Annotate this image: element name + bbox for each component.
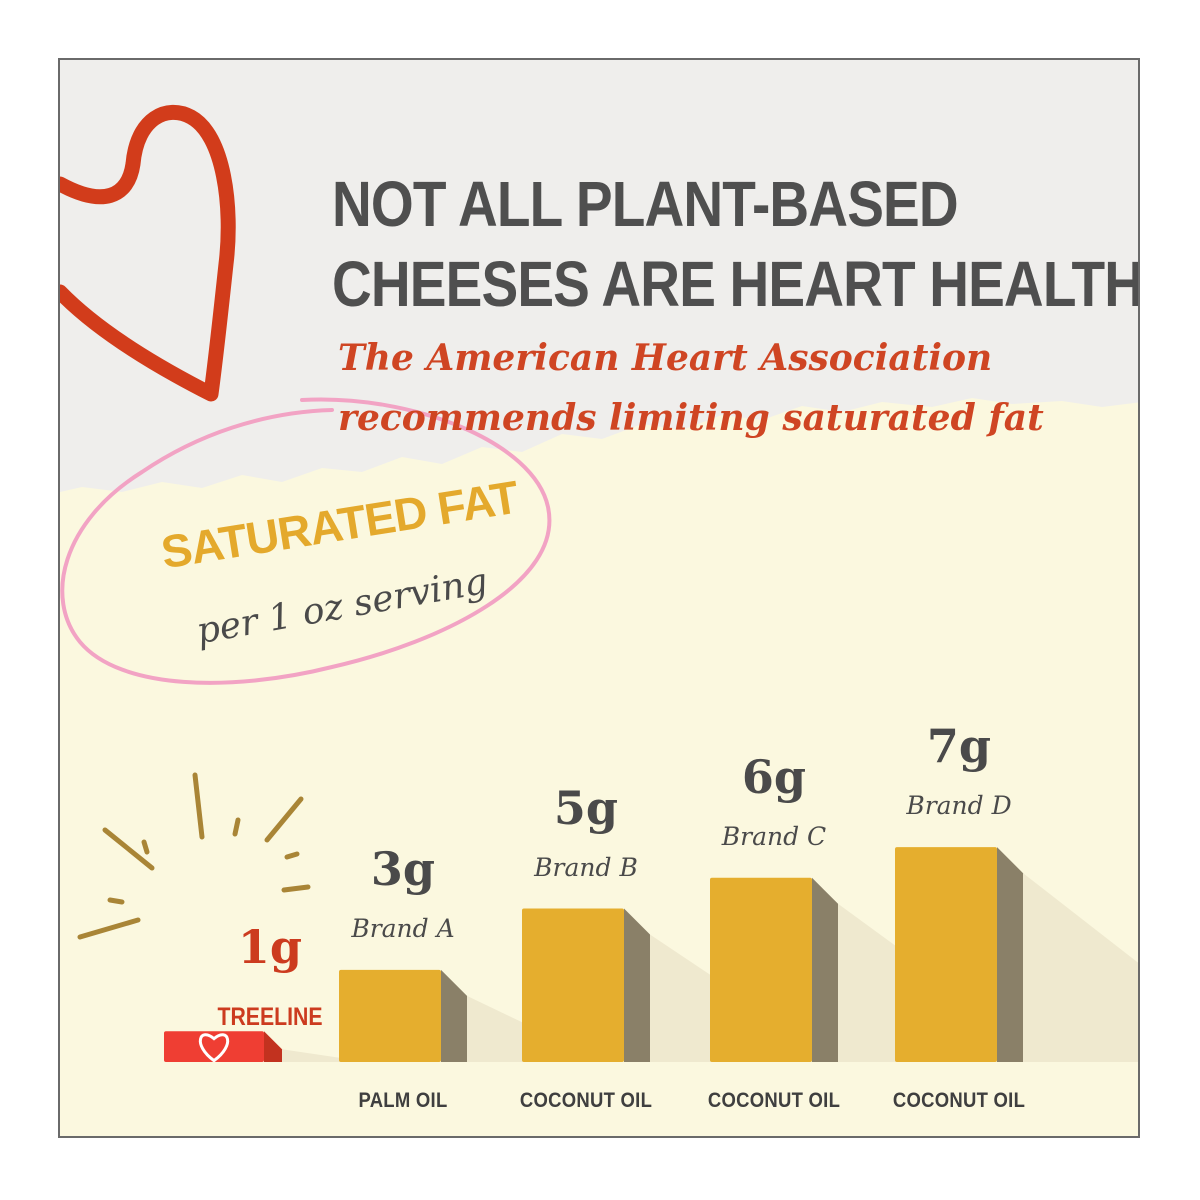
- bar-value-label: 6g: [741, 749, 807, 804]
- burst-line: [281, 884, 311, 893]
- chart-title-line1: NOT ALL PLANT-BASED: [332, 168, 959, 240]
- highlight-bar: [164, 1031, 264, 1062]
- bar-value-label: 5g: [553, 780, 619, 835]
- burst-line: [102, 827, 155, 871]
- bar-oil-label: COCONUT OIL: [707, 1089, 841, 1112]
- heart-icon: [198, 1033, 230, 1063]
- bar-category-label: Brand B: [534, 852, 638, 882]
- paper-header-background: [60, 60, 1138, 492]
- bar-shadow: [1023, 873, 1138, 1062]
- bar-side: [441, 969, 467, 1062]
- burst-line: [107, 897, 125, 905]
- bar: [339, 969, 441, 1062]
- burst-lines: [77, 772, 311, 940]
- bar-shadow: [467, 995, 606, 1062]
- bar-category-label: Brand D: [906, 791, 1012, 821]
- bar-side: [812, 877, 838, 1062]
- bar-oil-label: PALM OIL: [358, 1089, 448, 1112]
- bar-value-label: 7g: [926, 719, 992, 774]
- bar: [895, 847, 997, 1062]
- burst-line: [192, 772, 205, 840]
- heart-outline-icon: [60, 104, 236, 402]
- chart-title-line2: CHEESES ARE HEART HEALTHY: [332, 248, 1140, 320]
- bar: [710, 877, 812, 1062]
- bar-side: [264, 1031, 282, 1062]
- highlight-value-label: 1g: [237, 920, 303, 974]
- burst-line: [77, 917, 141, 940]
- chart-floor: [60, 1062, 1138, 1136]
- bar-side: [997, 847, 1023, 1062]
- bar-oil-label: COCONUT OIL: [519, 1089, 653, 1112]
- subtitle-line2: recommends limiting saturated fat: [338, 397, 1044, 439]
- infographic-frame: NOT ALL PLANT-BASED CHEESES ARE HEART HE…: [58, 58, 1140, 1138]
- bar: [522, 908, 624, 1062]
- bar-category-label: Brand C: [721, 821, 827, 851]
- bar-side: [624, 908, 650, 1062]
- bar-shadow: [282, 1049, 369, 1062]
- subtitle-line1: The American Heart Association: [338, 337, 993, 379]
- burst-line: [141, 839, 150, 855]
- bar-category-label: Brand A: [351, 913, 455, 943]
- badge-circle: [60, 397, 552, 685]
- bar-oil-label: COCONUT OIL: [892, 1089, 1026, 1112]
- burst-line: [264, 796, 304, 843]
- bar-value-label: 3g: [370, 841, 436, 896]
- burst-line: [284, 851, 300, 860]
- chart-canvas: [60, 60, 1138, 1136]
- burst-line: [232, 817, 241, 837]
- bars-group: [164, 847, 1138, 1063]
- highlight-category-label: TREELINE: [217, 1003, 323, 1031]
